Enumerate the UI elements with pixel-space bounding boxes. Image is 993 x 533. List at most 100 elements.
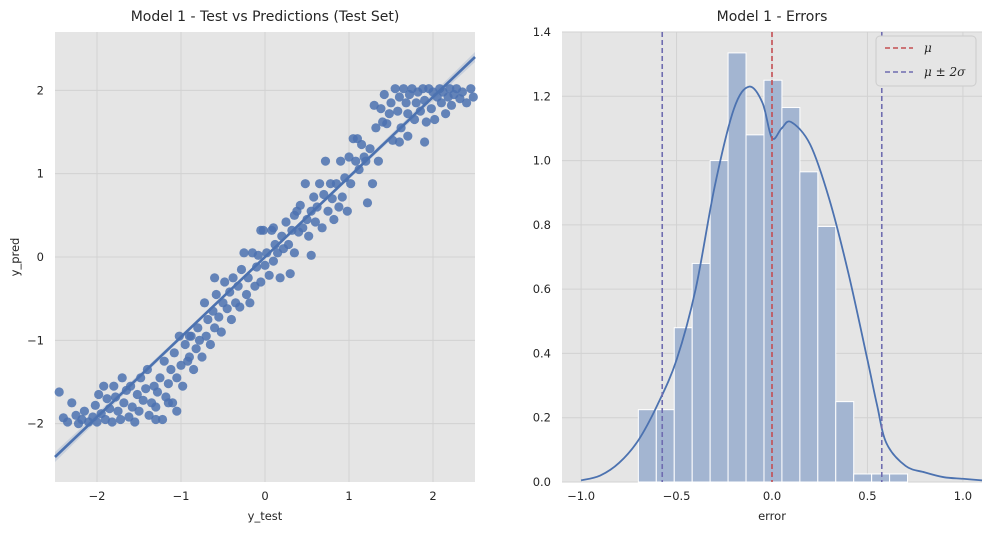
scatter-point: [262, 248, 272, 258]
histogram-bar: [763, 79, 783, 483]
histogram-bar: [799, 171, 819, 483]
scatter-point: [441, 109, 451, 119]
scatter-point: [159, 356, 169, 366]
x-tick-label: −1.0: [567, 489, 595, 503]
scatter-point: [201, 331, 211, 341]
histogram-bar: [781, 107, 801, 483]
scatter-point: [302, 214, 312, 225]
scatter-point: [226, 314, 236, 325]
scatter-point: [462, 98, 472, 108]
y-tick-label: 0.2: [533, 411, 551, 425]
scatter-point: [466, 84, 476, 94]
histogram-bar: [673, 327, 693, 483]
scatter-point: [199, 298, 210, 308]
scatter-point: [362, 198, 373, 208]
scatter-point: [289, 248, 299, 258]
scatter-point: [371, 123, 381, 133]
x-tick-label: −2: [89, 489, 106, 503]
scatter-point: [172, 406, 182, 416]
scatter-point: [210, 323, 220, 333]
scatter-point: [178, 381, 188, 391]
scatter-point: [373, 156, 383, 166]
y-tick-label: 1: [37, 167, 44, 181]
scatter-point: [300, 179, 310, 189]
scatter-point: [357, 139, 367, 150]
scatter-point: [94, 389, 104, 400]
regression-line-path: [54, 56, 476, 458]
histogram-bar: [745, 134, 765, 483]
scatter-point: [63, 417, 73, 427]
scatter-point: [222, 304, 232, 314]
x-tick-label: 1: [345, 489, 352, 503]
scatter-point: [346, 179, 356, 189]
scatter-points: [54, 84, 478, 429]
error-reference-lines: [661, 32, 883, 482]
scatter-point: [172, 373, 182, 383]
scatter-point: [403, 109, 413, 119]
scatter-point: [394, 137, 404, 147]
scatter-point: [151, 414, 161, 425]
y-tick-label: −1: [27, 333, 44, 347]
scatter-point: [436, 98, 446, 108]
scatter-point: [420, 137, 430, 147]
scatter-point: [382, 119, 392, 129]
scatter-point: [136, 373, 146, 383]
scatter-point: [468, 92, 478, 102]
scatter-point: [151, 402, 161, 412]
scatter-point: [163, 398, 173, 408]
scatter-y-axis-label: y_pred: [8, 238, 22, 277]
scatter-point: [342, 206, 352, 216]
scatter-point: [285, 269, 295, 279]
scatter-point: [411, 98, 421, 108]
scatter-point: [193, 323, 203, 333]
legend-sigma-label: μ ± 2σ: [924, 65, 966, 79]
scatter-point: [315, 179, 325, 189]
scatter-point: [306, 250, 316, 260]
scatter-point: [446, 100, 457, 110]
scatter-point: [110, 392, 121, 402]
histogram-bar: [889, 473, 909, 483]
scatter-point: [344, 152, 354, 162]
y-tick-label: 0: [37, 250, 44, 264]
scatter-point: [210, 273, 220, 283]
scatter-point: [283, 239, 294, 250]
scatter-point: [113, 406, 123, 416]
x-tick-label: 1.0: [954, 489, 972, 503]
scatter-point: [79, 406, 89, 416]
scatter-point: [90, 400, 100, 410]
scatter-point: [275, 273, 285, 283]
y-tick-label: 0.6: [533, 282, 551, 296]
scatter-point: [211, 289, 221, 300]
x-tick-label: 0.0: [763, 489, 781, 503]
scatter-point: [157, 414, 168, 425]
scatter-point: [457, 87, 467, 97]
legend-mean-label: μ: [924, 41, 932, 55]
scatter-point: [310, 217, 320, 227]
error-chart-panel: −1.0 −0.5 0.0 0.5 1.0 0.0 0.2 0.4 0.6 0.8 1.0 1.2 1…: [533, 9, 983, 523]
histogram-bar: [835, 401, 855, 483]
scatter-point: [130, 417, 140, 427]
scatter-point: [184, 331, 194, 341]
scatter-point: [119, 398, 129, 408]
scatter-point: [132, 389, 142, 400]
scatter-point: [203, 314, 213, 325]
histogram-bar: [817, 225, 837, 483]
scatter-point: [354, 164, 364, 175]
scatter-point: [426, 104, 436, 114]
scatter-point: [317, 223, 327, 233]
error-x-axis-label: error: [758, 509, 786, 523]
y-tick-label: 1.2: [533, 89, 551, 103]
scatter-point: [67, 398, 77, 408]
scatter-point: [253, 250, 263, 260]
scatter-point: [365, 144, 375, 154]
y-tick-label: 0.8: [533, 218, 551, 232]
scatter-point: [260, 260, 270, 270]
scatter-point: [174, 331, 184, 341]
scatter-point: [393, 106, 403, 116]
kde-curve: [580, 85, 983, 482]
scatter-y-ticks: −2 −1 0 1 2: [27, 83, 44, 430]
scatter-point: [379, 89, 389, 100]
scatter-point: [239, 248, 249, 258]
scatter-point: [102, 394, 112, 404]
